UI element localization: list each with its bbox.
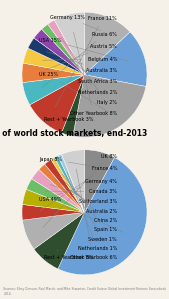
- Text: Japan 8%: Japan 8%: [40, 157, 93, 167]
- Wedge shape: [34, 212, 84, 269]
- Text: Sweden 1%: Sweden 1%: [65, 173, 117, 242]
- Text: Rest + Yearbook 3%: Rest + Yearbook 3%: [44, 117, 93, 122]
- Text: USA 49%: USA 49%: [40, 197, 124, 232]
- Wedge shape: [48, 20, 84, 75]
- Wedge shape: [22, 205, 84, 220]
- Text: UK 8%: UK 8%: [43, 153, 117, 228]
- Wedge shape: [30, 75, 84, 133]
- Text: France 4%: France 4%: [40, 166, 117, 211]
- Text: UK 25%: UK 25%: [40, 72, 108, 112]
- Wedge shape: [84, 32, 147, 86]
- Text: Rest + Yearbook 8%: Rest + Yearbook 8%: [44, 250, 93, 260]
- Text: Australia 3%: Australia 3%: [47, 52, 117, 73]
- Wedge shape: [39, 164, 84, 212]
- Text: France 11%: France 11%: [55, 16, 117, 107]
- Wedge shape: [58, 158, 147, 275]
- Text: Other Yearbook 6%: Other Yearbook 6%: [70, 169, 117, 260]
- Wedge shape: [84, 12, 130, 75]
- Text: Italy 2%: Italy 2%: [61, 37, 117, 105]
- Wedge shape: [62, 75, 84, 136]
- Text: Canada 3%: Canada 3%: [45, 189, 117, 194]
- Text: Switzerland 3%: Switzerland 3%: [50, 184, 117, 204]
- Wedge shape: [62, 150, 84, 212]
- Wedge shape: [32, 170, 84, 212]
- Text: Austria 5%: Austria 5%: [40, 44, 117, 72]
- Text: Germany 4%: Germany 4%: [42, 179, 117, 200]
- Text: Belgium 4%: Belgium 4%: [43, 57, 117, 62]
- Wedge shape: [22, 189, 84, 212]
- Text: Germany 13%: Germany 13%: [50, 15, 101, 31]
- Wedge shape: [28, 38, 84, 75]
- Wedge shape: [54, 12, 84, 75]
- Wedge shape: [34, 29, 84, 75]
- Text: Australia 2%: Australia 2%: [55, 180, 117, 213]
- Text: Figure 2
Relative sizes of world stock markets, end-2013: Figure 2 Relative sizes of world stock m…: [0, 119, 147, 138]
- Text: Sources: Elroy Dimson, Paul Marsh, and Mike Staunton, Credit Suisse Global Inves: Sources: Elroy Dimson, Paul Marsh, and M…: [3, 287, 166, 296]
- Wedge shape: [22, 75, 84, 105]
- Text: Figure 1
Relative sizes of world stock markets, end-1899: Figure 1 Relative sizes of world stock m…: [0, 0, 148, 1]
- Text: Spain 1%: Spain 1%: [62, 174, 117, 232]
- Text: South Africa 3%: South Africa 3%: [52, 45, 117, 83]
- Text: Netherlands 2%: Netherlands 2%: [56, 41, 117, 95]
- Wedge shape: [22, 63, 84, 83]
- Text: Russia 6%: Russia 6%: [42, 32, 117, 87]
- Wedge shape: [51, 158, 84, 212]
- Wedge shape: [58, 154, 84, 212]
- Wedge shape: [22, 212, 84, 249]
- Wedge shape: [73, 75, 146, 137]
- Text: USA 15%: USA 15%: [40, 38, 127, 61]
- Text: Other Yearbook 8%: Other Yearbook 8%: [70, 32, 117, 116]
- Wedge shape: [45, 159, 84, 212]
- Wedge shape: [54, 156, 84, 212]
- Wedge shape: [26, 179, 84, 212]
- Text: Netherlands 1%: Netherlands 1%: [67, 172, 117, 251]
- Wedge shape: [42, 24, 84, 75]
- Wedge shape: [84, 150, 115, 212]
- Wedge shape: [23, 48, 84, 75]
- Text: China 2%: China 2%: [59, 176, 117, 223]
